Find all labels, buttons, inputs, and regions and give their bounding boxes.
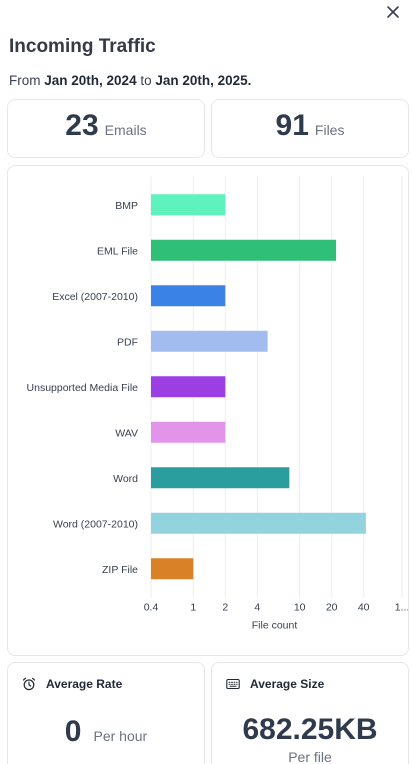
page-title: Incoming Traffic	[9, 36, 156, 57]
emails-label: Emails	[104, 122, 147, 138]
category-label: WAV	[115, 427, 138, 439]
tick-label: 4	[254, 602, 260, 614]
tick-label: 40	[358, 602, 370, 614]
range-end: Jan 20th, 2025.	[155, 73, 252, 88]
average-size-value: 682.25KB	[242, 713, 378, 746]
keyboard-icon	[226, 678, 240, 690]
bar	[151, 239, 337, 261]
category-label: Word (2007-2010)	[53, 518, 138, 530]
range-start: Jan 20th, 2024	[44, 73, 137, 88]
average-size-label: Average Size	[250, 677, 325, 691]
close-button[interactable]	[380, 0, 406, 24]
bar	[151, 194, 226, 216]
category-label: Unsupported Media File	[27, 382, 139, 394]
tick-label: 0.4	[144, 602, 159, 614]
average-rate-card: Average Rate 0 Per hour	[7, 662, 205, 764]
tick-label: 10	[294, 602, 306, 614]
bar	[151, 512, 366, 534]
category-label: Word	[113, 473, 138, 485]
category-label: PDF	[117, 336, 138, 348]
emails-count: 23	[65, 109, 99, 142]
tick-label: 2	[222, 602, 228, 614]
tick-label: 1...	[395, 602, 408, 614]
average-rate-unit: Per hour	[93, 728, 148, 744]
close-icon	[387, 6, 399, 18]
bar	[151, 376, 226, 398]
category-label: Excel (2007-2010)	[52, 291, 138, 303]
category-label: EML File	[97, 245, 138, 257]
category-label: BMP	[115, 200, 138, 212]
tick-label: 1	[190, 602, 196, 614]
files-label: Files	[314, 122, 345, 138]
average-size-card: Average Size 682.25KB Per file	[211, 662, 409, 764]
bar	[151, 421, 226, 443]
bar	[151, 558, 194, 580]
emails-card: 23 Emails	[7, 99, 205, 158]
category-label: ZIP File	[102, 564, 138, 576]
date-range: From Jan 20th, 2024 to Jan 20th, 2025.	[9, 73, 251, 88]
average-size-unit: Per file	[288, 749, 332, 764]
average-rate-value: 0	[64, 715, 82, 748]
average-rate-label: Average Rate	[46, 677, 123, 691]
file-type-chart-card: BMP EML File Excel (2007-2010) PDF Unsupport…	[7, 165, 409, 656]
bar	[151, 285, 226, 307]
bar	[151, 330, 268, 352]
tick-label: 20	[326, 602, 338, 614]
range-mid: to	[140, 73, 152, 88]
file-type-bar-chart: BMP EML File Excel (2007-2010) PDF Unsupport…	[27, 176, 408, 632]
range-prefix: From	[9, 73, 41, 88]
alarm-clock-icon	[22, 677, 36, 691]
files-card: 91 Files	[211, 99, 409, 158]
bar	[151, 467, 290, 489]
files-count: 91	[275, 109, 309, 142]
x-axis-label: File count	[252, 620, 298, 632]
